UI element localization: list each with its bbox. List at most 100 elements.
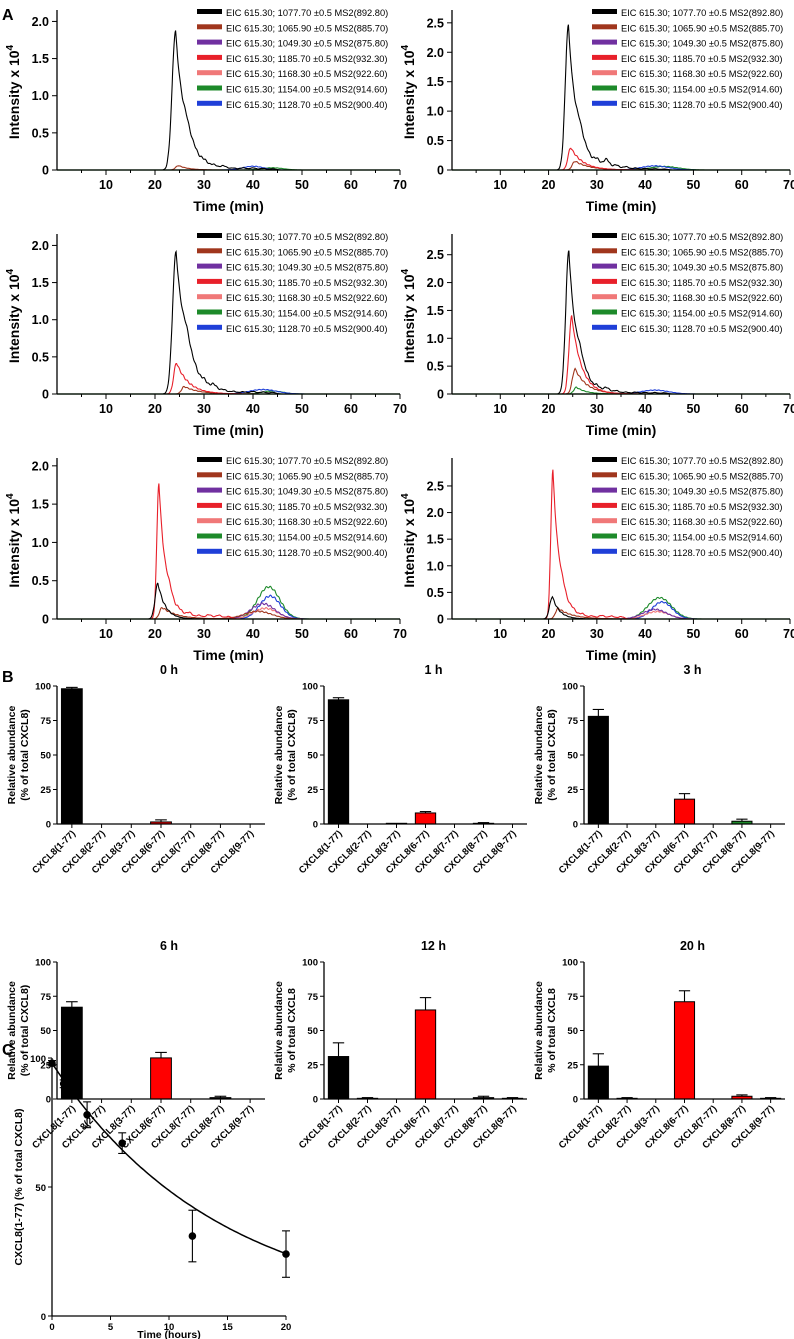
eic-legend-swatch-brown [592,248,617,254]
eic-legend-label: EIC 615.30; 1065.90 ±0.5 MS2(885.70) [226,23,388,33]
eic-legend-label: EIC 615.30; 1154.00 ±0.5 MS2(914.60) [226,309,388,319]
eic-legend-label: EIC 615.30; 1154.00 ±0.5 MS2(914.60) [621,309,783,319]
eic-y-tick-label: 2.0 [32,459,49,473]
eic-legend-swatch-red [197,502,222,508]
eic-x-tick-label: 40 [638,178,652,192]
eic-x-tick-label: 60 [344,178,358,192]
decay-fit-curve [51,1062,287,1255]
bar-y-axis-title-line2: (% of total CXCL8) [546,709,558,801]
bar-y-tick-label: 25 [307,1060,318,1071]
eic-legend-swatch-blue [197,324,222,330]
eic-y-axis-title-exponent: 4 [5,44,16,50]
eic-y-tick-label: 1.0 [427,332,444,346]
eic-legend-swatch-black [592,9,617,14]
eic-legend-label: EIC 615.30; 1168.30 ±0.5 MS2(922.60) [226,69,388,79]
eic-legend-swatch-purple [197,263,222,269]
eic-x-tick-label: 40 [246,402,260,416]
eic-legend-label: EIC 615.30; 1154.00 ±0.5 MS2(914.60) [226,533,388,543]
bar-y-tick-label: 75 [40,992,51,1003]
eic-y-tick-label: 0 [437,164,444,178]
bar-chart-title: 12 h [421,939,446,953]
eic-legend-label: EIC 615.30; 1154.00 ±0.5 MS2(914.60) [226,85,388,95]
bar-y-axis-title-line2: % of total CXCL8 [286,988,298,1073]
bar-y-tick-label: 100 [35,682,51,693]
bar-y-tick-label: 100 [562,682,578,693]
eic-legend-swatch-pink [592,70,617,76]
bar-y-tick-label: 100 [302,682,318,693]
eic-x-axis-title: Time (min) [193,422,264,438]
eic-legend-label: EIC 615.30; 1077.70 ±0.5 MS2(892.80) [226,232,388,242]
eic-legend-label: EIC 615.30; 1049.30 ±0.5 MS2(875.80) [621,39,783,49]
eic-y-tick-label: 0.5 [427,360,444,374]
eic-legend-label: EIC 615.30; 1049.30 ±0.5 MS2(875.80) [621,487,783,497]
bar-y-axis-title-line2: (% of total CXCL8) [19,985,31,1077]
eic-legend-swatch-green [592,533,617,539]
eic-x-tick-label: 40 [246,178,260,192]
bar-y-tick-label: 25 [567,1060,578,1071]
eic-y-axis-title-exponent: 4 [5,493,16,499]
eic-y-tick-label: 2.0 [427,46,444,60]
bar-y-tick-label: 50 [40,751,51,762]
eic-y-tick-label: 1.5 [32,52,49,66]
bar-y-axis-title-line1: Relative abundance [273,706,285,805]
eic-legend-label: EIC 615.30; 1168.30 ±0.5 MS2(922.60) [621,293,783,303]
eic-legend-label: EIC 615.30; 1077.70 ±0.5 MS2(892.80) [226,8,388,18]
decay-y-tick-label: 50 [35,1183,46,1194]
eic-legend-label: EIC 615.30; 1049.30 ±0.5 MS2(875.80) [226,263,388,273]
bar-y-axis-title-line1: Relative abundance [273,981,285,1080]
decay-x-tick-label: 20 [281,1322,292,1333]
eic-x-tick-label: 60 [735,627,749,641]
eic-x-tick-label: 30 [197,178,211,192]
eic-y-tick-label: 1.5 [427,75,444,89]
eic-legend-label: EIC 615.30; 1077.70 ±0.5 MS2(892.80) [621,232,783,242]
eic-legend-swatch-blue [197,100,222,106]
eic-legend-swatch-blue [592,548,617,554]
eic-chart-5: 0 0.5 1.0 1.5 2.0 10 20 30 40 50 60 70 Time (min) Int… [5,456,407,663]
decay-y-tick-label: 100 [30,1054,46,1065]
eic-y-tick-label: 0 [42,388,49,402]
bar-y-tick-label: 75 [307,992,318,1003]
bar-y-tick-label: 0 [573,1095,578,1106]
eic-y-tick-label: 0 [437,388,444,402]
eic-legend-label: EIC 615.30; 1065.90 ±0.5 MS2(885.70) [226,247,388,257]
eic-x-axis-title: Time (min) [193,198,264,214]
bar-y-axis-title-line1: Relative abundance [6,981,18,1080]
eic-legend-label: EIC 615.30; 1077.70 ±0.5 MS2(892.80) [621,456,783,466]
eic-legend-swatch-purple [592,39,617,45]
eic-x-tick-label: 30 [197,402,211,416]
bar-chart-title: 6 h [160,939,178,953]
eic-x-tick-label: 30 [590,178,604,192]
decay-x-tick-label: 0 [49,1322,54,1333]
decay-point [59,1080,68,1088]
eic-y-tick-label: 0.5 [32,574,49,588]
bar-y-tick-label: 0 [46,1095,51,1106]
eic-x-tick-label: 10 [493,402,507,416]
eic-y-axis-title-base: Intensity x 10 [6,499,22,588]
eic-legend-label: EIC 615.30; 1185.70 ±0.5 MS2(932.30) [226,54,388,64]
bar-y-tick-label: 0 [313,820,318,831]
eic-legend-swatch-purple [592,487,617,493]
eic-x-tick-label: 60 [344,402,358,416]
eic-y-tick-label: 1.0 [427,105,444,119]
bar-y-axis-title-line2: (% of total CXCL8) [19,709,31,801]
decay-x-axis-title: Time (hours) [137,1329,200,1339]
eic-x-tick-label: 70 [783,402,794,416]
bar-y-tick-label: 75 [567,992,578,1003]
decay-x-tick-label: 15 [222,1322,233,1333]
eic-x-tick-label: 10 [99,402,113,416]
eic-y-tick-label: 1.0 [32,536,49,550]
eic-y-axis-title-base: Intensity x 10 [6,274,22,363]
bar-y-axis-title-line1: Relative abundance [6,706,18,805]
panel-letter-b: B [2,669,14,686]
eic-legend-label: EIC 615.30; 1128.70 ±0.5 MS2(900.40) [621,548,783,558]
eic-x-axis-title: Time (min) [586,647,657,663]
eic-legend-swatch-pink [197,70,222,76]
eic-legend-swatch-purple [197,39,222,45]
eic-x-tick-label: 60 [735,178,749,192]
bar-chart-title: 20 h [680,939,705,953]
eic-x-axis-title: Time (min) [586,422,657,438]
eic-chart-4: 0 0.5 1.0 1.5 2.0 2.5 10 20 30 40 50 60 70 Time (min)… [400,232,794,438]
eic-x-axis-title: Time (min) [586,198,657,214]
